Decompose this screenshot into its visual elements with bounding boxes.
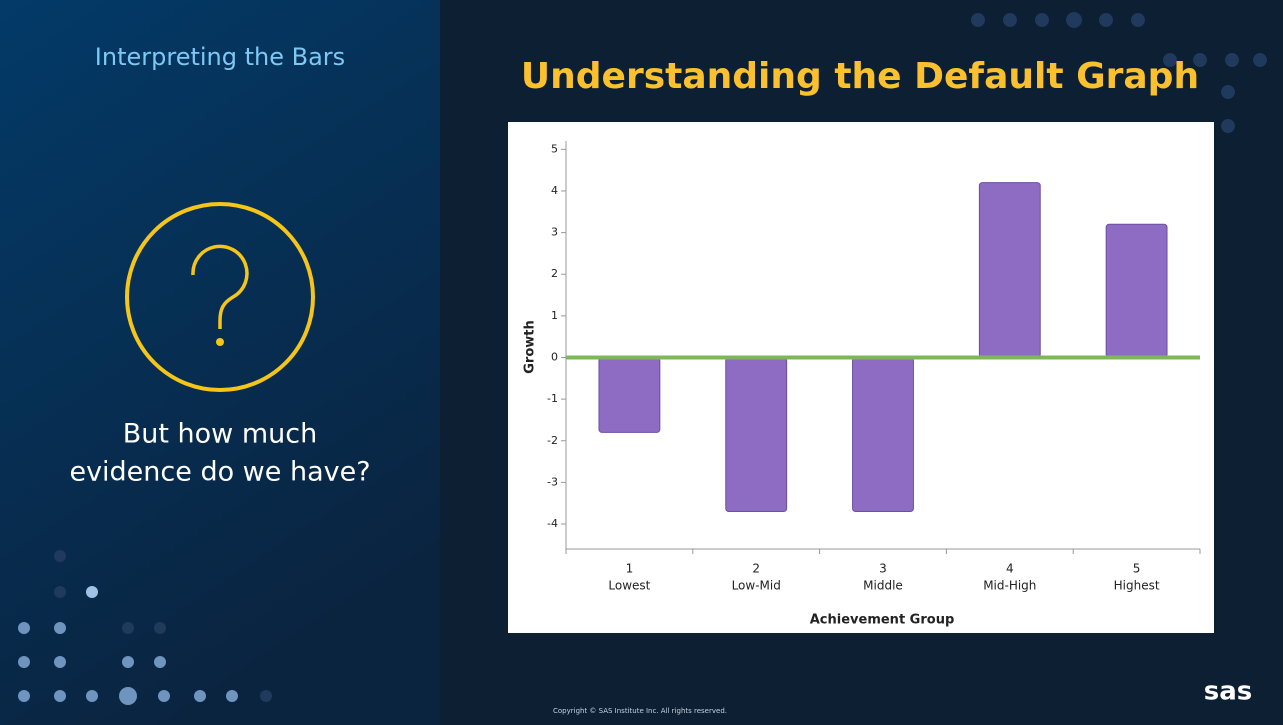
- y-axis-label: Growth: [523, 320, 538, 374]
- question-text: evidence do we have?: [69, 457, 370, 488]
- x-tick-label: 1: [626, 562, 634, 576]
- bar: [1105, 223, 1168, 358]
- x-tick-label: 4: [1006, 562, 1014, 576]
- question-mark: [191, 244, 249, 329]
- chart-title: Understanding the Default Graph: [521, 56, 1199, 97]
- x-tick-sublabel: Lowest: [608, 579, 650, 593]
- bar: [725, 356, 788, 513]
- y-tick-label: -2: [547, 434, 558, 447]
- y-tick-label: 4: [551, 184, 558, 197]
- x-axis-label: Achievement Group: [810, 613, 955, 628]
- section-title: Interpreting the Bars: [95, 43, 345, 71]
- y-tick-label: -4: [547, 517, 558, 530]
- question-text: But how much: [123, 419, 317, 450]
- y-tick-label: 0: [551, 350, 558, 363]
- x-tick-label: 3: [879, 562, 887, 576]
- bar: [978, 182, 1041, 358]
- x-tick-sublabel: Middle: [863, 579, 903, 593]
- decorative-dots: [18, 12, 1267, 705]
- y-tick-label: 1: [551, 309, 558, 322]
- y-tick-label: 3: [551, 226, 558, 239]
- y-tick-label: 2: [551, 267, 558, 280]
- y-tick-label: -3: [547, 475, 558, 488]
- logo: sas: [1204, 677, 1253, 707]
- y-tick-label: 5: [551, 142, 558, 155]
- y-tick-label: -1: [547, 392, 558, 405]
- copyright: Copyright © SAS Institute Inc. All right…: [553, 707, 727, 715]
- x-tick-label: 2: [752, 562, 760, 576]
- bar: [598, 356, 661, 433]
- question-dot: [216, 338, 224, 346]
- left-panel: [0, 0, 440, 725]
- x-tick-sublabel: Mid-High: [983, 579, 1036, 593]
- question-icon: [125, 202, 315, 392]
- x-tick-label: 5: [1133, 562, 1141, 576]
- x-tick-sublabel: Highest: [1114, 579, 1160, 593]
- bar: [852, 356, 914, 513]
- x-tick-sublabel: Low-Mid: [732, 579, 781, 593]
